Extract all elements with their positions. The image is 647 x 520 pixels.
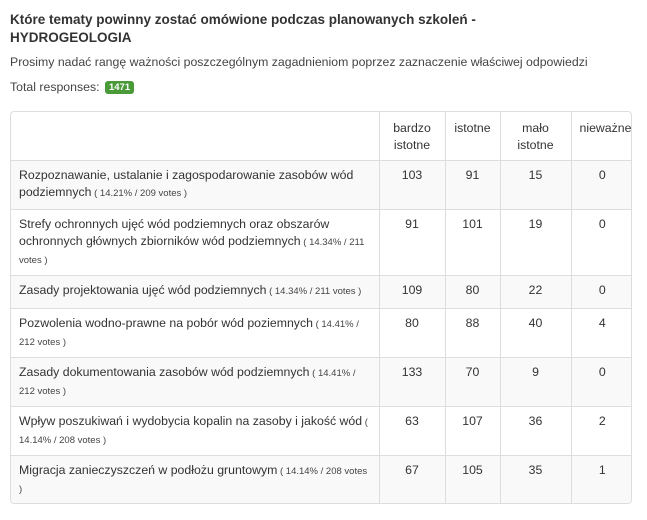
topic-votes: ( 14.41% / 212 votes ) [19, 318, 359, 348]
value-istotne: 80 [444, 274, 500, 308]
topic-votes: ( 14.14% / 208 votes ) [19, 416, 368, 446]
table-row: Strefy ochronnych ujęć wód podziemnych o… [11, 208, 631, 275]
row-topic: Pozwolenia wodno-prawne na pobór wód poz… [11, 307, 379, 357]
value-niewazne: 0 [570, 159, 631, 209]
row-topic: Rozpoznawanie, ustalanie i zagospodarowa… [11, 159, 379, 209]
value-niewazne: 0 [570, 274, 631, 308]
total-responses: Total responses: 1471 [10, 78, 135, 96]
value-istotne: 70 [444, 356, 500, 406]
results-table: bardzo istotne istotne mało istotne niew… [11, 112, 631, 503]
topic-votes: ( 14.34% / 211 votes ) [19, 236, 365, 266]
survey-subtitle: Prosimy nadać rangę ważności poszczególn… [10, 55, 588, 69]
table-row: Rozpoznawanie, ustalanie i zagospodarowa… [11, 159, 631, 209]
header-topic [11, 112, 379, 160]
topic-label: Strefy ochronnych ujęć wód podziemnych o… [19, 216, 330, 248]
value-niewazne: 0 [570, 356, 631, 406]
value-niewazne: 4 [570, 307, 631, 357]
row-topic: Migracja zanieczyszczeń w podłożu grunto… [11, 454, 379, 503]
topic-votes: ( 14.21% / 209 votes ) [91, 187, 188, 199]
topic-label: Rozpoznawanie, ustalanie i zagospodarowa… [19, 167, 354, 199]
total-responses-label: Total responses: [10, 80, 100, 94]
topic-votes: ( 14.14% / 208 votes ) [19, 465, 368, 495]
value-malo-istotne: 40 [499, 307, 571, 357]
value-malo-istotne: 22 [499, 274, 571, 308]
topic-label: Zasady dokumentowania zasobów wód podzie… [19, 364, 310, 379]
table-header-row: bardzo istotne istotne mało istotne niew… [11, 112, 631, 160]
value-istotne: 91 [444, 159, 500, 209]
row-topic: Strefy ochronnych ujęć wód podziemnych o… [11, 208, 379, 275]
value-istotne: 105 [444, 454, 500, 503]
topic-label: Zasady projektowania ujęć wód podziemnyc… [19, 282, 267, 297]
value-bardzo-istotne: 103 [378, 159, 445, 209]
value-niewazne: 1 [570, 454, 631, 503]
row-topic: Zasady projektowania ujęć wód podziemnyc… [11, 274, 379, 308]
topic-label: Wpływ poszukiwań i wydobycia kopalin na … [19, 413, 363, 428]
value-niewazne: 0 [570, 208, 631, 275]
value-istotne: 107 [444, 405, 500, 455]
table-row: Pozwolenia wodno-prawne na pobór wód poz… [11, 307, 631, 357]
value-malo-istotne: 35 [499, 454, 571, 503]
table-row: Zasady dokumentowania zasobów wód podzie… [11, 356, 631, 406]
value-bardzo-istotne: 63 [378, 405, 445, 455]
value-malo-istotne: 19 [499, 208, 571, 275]
topic-votes: ( 14.41% / 212 votes ) [19, 367, 356, 397]
survey-title: Które tematy powinny zostać omówione pod… [10, 12, 476, 45]
value-malo-istotne: 9 [499, 356, 571, 406]
table-row: Zasady projektowania ujęć wód podziemnyc… [11, 274, 631, 308]
value-malo-istotne: 36 [499, 405, 571, 455]
value-bardzo-istotne: 80 [378, 307, 445, 357]
total-responses-badge: 1471 [104, 81, 135, 94]
value-bardzo-istotne: 133 [378, 356, 445, 406]
header-niewazne: nieważne [570, 112, 631, 160]
results-table-container: bardzo istotne istotne mało istotne niew… [10, 111, 632, 504]
table-row: Migracja zanieczyszczeń w podłożu grunto… [11, 454, 631, 503]
value-bardzo-istotne: 109 [378, 274, 445, 308]
header-malo-istotne: mało istotne [499, 112, 571, 160]
table-row: Wpływ poszukiwań i wydobycia kopalin na … [11, 405, 631, 455]
value-malo-istotne: 15 [499, 159, 571, 209]
value-istotne: 101 [444, 208, 500, 275]
value-niewazne: 2 [570, 405, 631, 455]
row-topic: Zasady dokumentowania zasobów wód podzie… [11, 356, 379, 406]
topic-votes: ( 14.34% / 211 votes ) [266, 285, 362, 297]
header-bardzo-istotne: bardzo istotne [378, 112, 445, 160]
value-bardzo-istotne: 67 [378, 454, 445, 503]
topic-label: Migracja zanieczyszczeń w podłożu grunto… [19, 462, 278, 477]
value-bardzo-istotne: 91 [378, 208, 445, 275]
value-istotne: 88 [444, 307, 500, 357]
header-istotne: istotne [444, 112, 500, 160]
row-topic: Wpływ poszukiwań i wydobycia kopalin na … [11, 405, 379, 455]
topic-label: Pozwolenia wodno-prawne na pobór wód poz… [19, 315, 313, 330]
